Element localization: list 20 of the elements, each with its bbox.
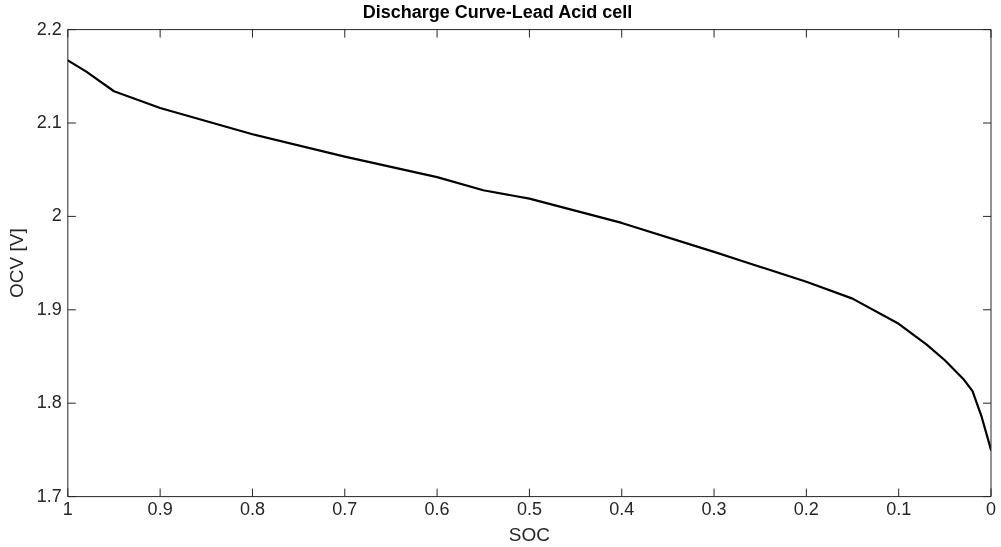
- y-axis-title: OCV [V]: [5, 228, 27, 298]
- x-tick-label: 0: [985, 499, 997, 520]
- y-tick-label: 2.2: [36, 18, 62, 39]
- x-tick-label: 0.8: [239, 499, 265, 520]
- x-tick-label: 0.4: [609, 499, 635, 520]
- x-tick-label: 0.3: [701, 499, 727, 520]
- x-tick-label: 0.5: [516, 499, 542, 520]
- y-tick-label: 1.7: [36, 485, 62, 506]
- x-tick-label: 0.9: [147, 499, 173, 520]
- x-tick-label: 0.1: [886, 499, 912, 520]
- x-tick-label: 0.7: [332, 499, 358, 520]
- x-tick-label: 1: [62, 499, 73, 520]
- x-tick-label: 0.2: [793, 499, 819, 520]
- y-tick-label: 1.8: [36, 392, 62, 413]
- y-tick-label: 2.1: [36, 111, 62, 132]
- y-tick-label: 2: [51, 205, 62, 226]
- y-tick-label: 1.9: [36, 298, 62, 319]
- chart-title: Discharge Curve-Lead Acid cell: [362, 1, 633, 22]
- x-tick-label: 0.6: [424, 499, 450, 520]
- x-axis-title: SOC: [508, 523, 551, 545]
